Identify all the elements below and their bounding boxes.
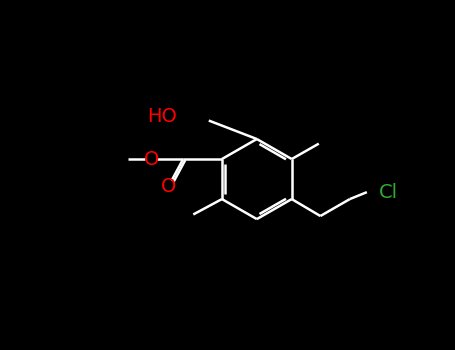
Text: O: O <box>144 149 159 169</box>
Text: Cl: Cl <box>379 183 399 202</box>
Text: O: O <box>161 177 176 196</box>
Text: HO: HO <box>147 107 177 126</box>
